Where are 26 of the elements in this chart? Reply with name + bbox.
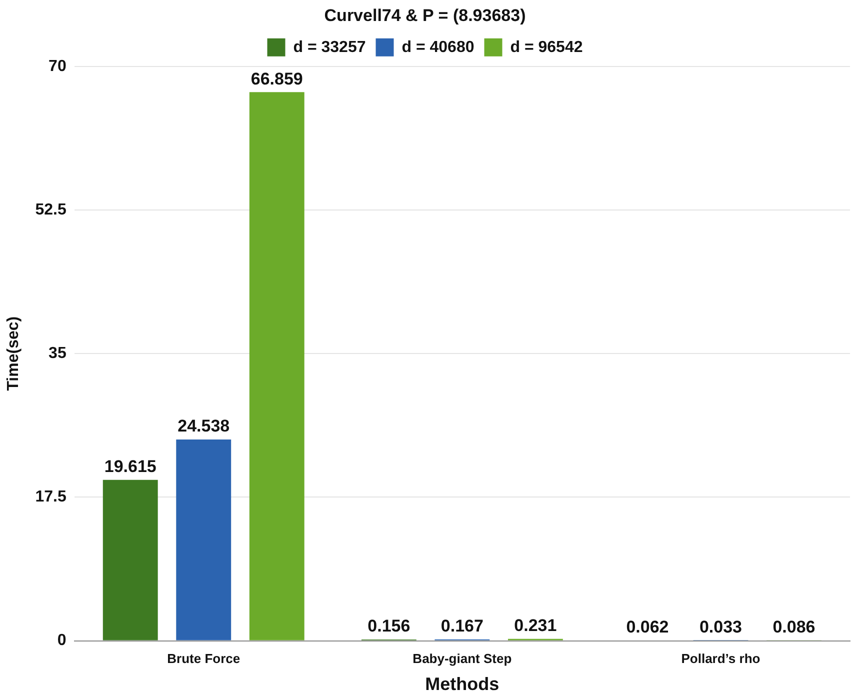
x-tick-label: Pollard’s rho xyxy=(681,651,760,666)
data-label: 0.156 xyxy=(368,616,410,636)
data-label: 0.062 xyxy=(626,617,669,636)
data-label: 66.859 xyxy=(250,69,303,88)
y-tick-label: 0 xyxy=(57,632,66,650)
bar xyxy=(249,92,304,640)
legend-label: d = 33257 xyxy=(293,38,366,56)
data-label: 0.086 xyxy=(772,617,816,636)
data-label: 24.538 xyxy=(178,416,230,436)
data-label: 19.615 xyxy=(104,457,156,476)
bar xyxy=(102,480,158,640)
data-label: 0.231 xyxy=(514,616,557,636)
x-axis-title: Methods xyxy=(425,674,500,694)
y-tick-label: 17.5 xyxy=(35,488,66,506)
data-label: 0.033 xyxy=(699,618,742,637)
y-tick-label: 35 xyxy=(48,345,66,362)
x-tick-label: Brute Force xyxy=(167,651,240,666)
y-tick-label: 70 xyxy=(48,58,66,75)
y-axis-title: Time(sec) xyxy=(5,316,22,391)
legend-label: d = 40680 xyxy=(402,38,474,56)
x-tick-label: Baby-giant Step xyxy=(412,651,512,666)
bar xyxy=(176,439,232,640)
legend-label: d = 96542 xyxy=(510,38,583,56)
y-tick-label: 52.5 xyxy=(35,201,66,218)
data-label: 0.167 xyxy=(440,616,484,636)
chart-title: Curvell74 & P = (8.93683) xyxy=(324,6,526,25)
